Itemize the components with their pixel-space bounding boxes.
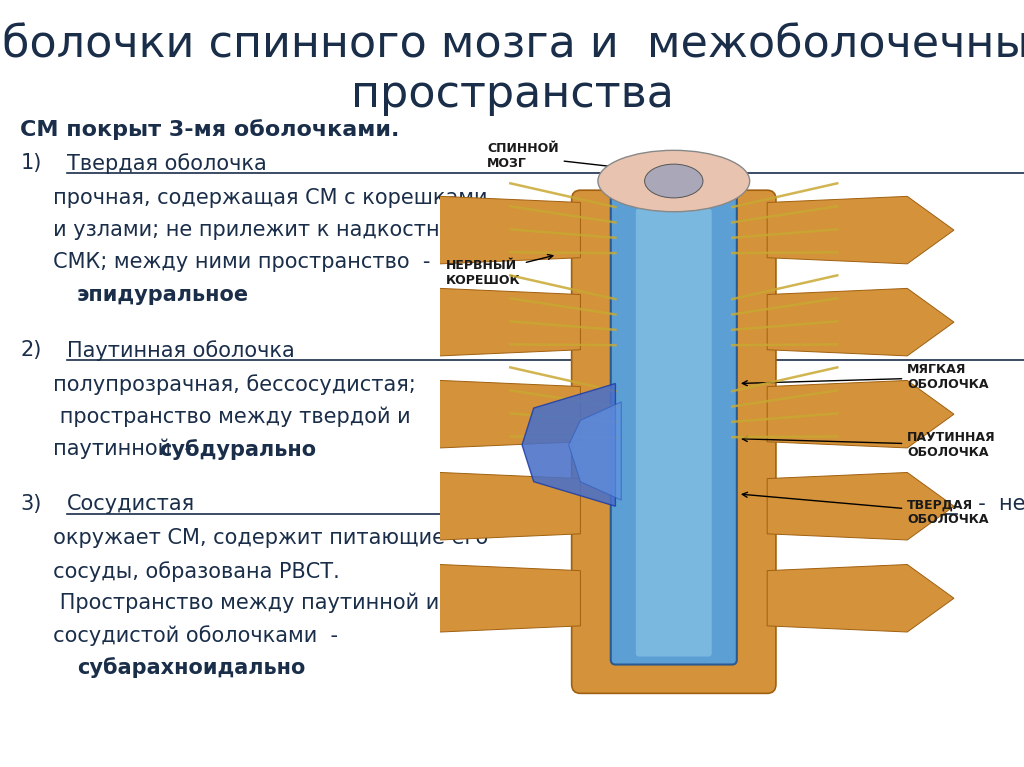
Text: 1): 1) <box>20 153 42 173</box>
Polygon shape <box>522 384 615 506</box>
Text: НЕРВНЫЙ
КОРЕШОК: НЕРВНЫЙ КОРЕШОК <box>446 255 553 287</box>
Polygon shape <box>393 472 581 540</box>
Polygon shape <box>767 288 954 356</box>
Text: Пространство между паутинной и: Пространство между паутинной и <box>20 593 439 614</box>
Ellipse shape <box>598 150 750 212</box>
Text: и узлами; не прилежит к надкостнице: и узлами; не прилежит к надкостнице <box>20 220 480 240</box>
Text: 2): 2) <box>20 340 42 360</box>
Text: прочная, содержащая СМ с корешками: прочная, содержащая СМ с корешками <box>20 188 488 208</box>
Text: МЯГКАЯ
ОБОЛОЧКА: МЯГКАЯ ОБОЛОЧКА <box>742 364 989 391</box>
Text: эпидуральное: эпидуральное <box>77 285 249 304</box>
Text: Твердая оболочка: Твердая оболочка <box>67 153 266 174</box>
Polygon shape <box>568 402 622 500</box>
Text: Оболочки спинного мозга и  межоболочечные: Оболочки спинного мозга и межоболочечные <box>0 23 1024 66</box>
Text: субарахноидальнo: субарахноидальнo <box>77 657 305 678</box>
Text: сосудистой оболочками  -: сосудистой оболочками - <box>20 625 339 646</box>
Text: СМК; между ними пространство  -: СМК; между ними пространство - <box>20 252 431 272</box>
Text: Сосудистая: Сосудистая <box>67 494 195 514</box>
Ellipse shape <box>645 164 702 198</box>
Text: сосуды, образована РВСТ.: сосуды, образована РВСТ. <box>20 561 340 581</box>
Polygon shape <box>767 472 954 540</box>
Text: ТВЕРДАЯ
ОБОЛОЧКА: ТВЕРДАЯ ОБОЛОЧКА <box>742 492 989 526</box>
Text: окружает СМ, содержит питающие его: окружает СМ, содержит питающие его <box>20 528 488 548</box>
Text: СМ покрыт 3-мя оболочками.: СМ покрыт 3-мя оболочками. <box>20 119 399 140</box>
Polygon shape <box>393 380 581 448</box>
Text: СПИННОЙ
МОЗГ: СПИННОЙ МОЗГ <box>487 143 681 176</box>
Text: пространство между твердой и: пространство между твердой и <box>20 407 411 427</box>
Text: -  непосредственно: - непосредственно <box>966 494 1024 514</box>
Polygon shape <box>767 196 954 264</box>
FancyBboxPatch shape <box>610 195 737 664</box>
Text: 3): 3) <box>20 494 42 514</box>
Polygon shape <box>393 288 581 356</box>
Text: Паутинная оболочка: Паутинная оболочка <box>67 340 294 360</box>
Polygon shape <box>393 196 581 264</box>
Text: пространства: пространства <box>350 73 674 116</box>
FancyBboxPatch shape <box>636 209 712 657</box>
Polygon shape <box>767 565 954 632</box>
Text: паутинной  -: паутинной - <box>20 439 199 459</box>
Polygon shape <box>393 565 581 632</box>
Polygon shape <box>767 380 954 448</box>
Text: ПАУТИННАЯ
ОБОЛОЧКА: ПАУТИННАЯ ОБОЛОЧКА <box>742 431 996 459</box>
Text: полупрозрачная, бессосудистая;: полупрозрачная, бессосудистая; <box>20 374 416 395</box>
FancyBboxPatch shape <box>571 190 776 693</box>
Text: субдуральнo: субдуральнo <box>159 439 315 459</box>
